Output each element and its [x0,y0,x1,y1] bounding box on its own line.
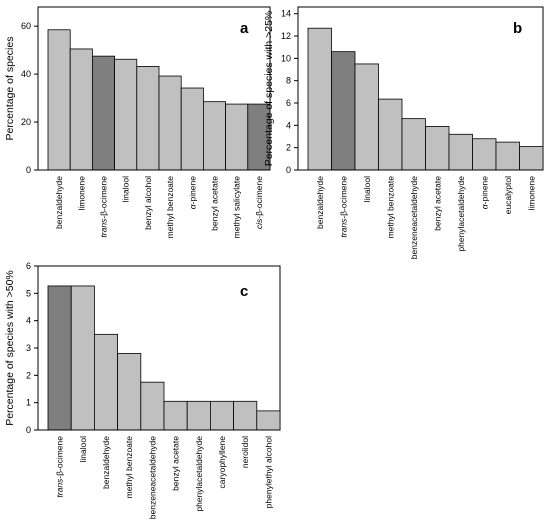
category-label: methyl benzoate [124,436,134,499]
y-tick-label: 2 [286,143,291,153]
bar-5 [401,118,426,171]
bar-6 [158,75,182,171]
category-label: nerolidol [240,436,250,468]
bar-2 [70,285,95,431]
y-tick-label: 14 [281,9,291,19]
y-axis-title: Percentage of species with >50% [4,270,16,426]
category-label: benzaldehyde [101,436,111,489]
category-label: benzaldehyde [315,176,325,229]
category-label: trans-β-ocimene [55,436,65,498]
bar-10 [519,146,544,171]
panel-label: b [513,20,522,37]
bar-1 [307,27,332,171]
bar-10 [256,410,281,431]
bar-4 [114,58,138,171]
y-tick-label: 5 [26,288,31,298]
category-label: trans-β-ocimene [338,176,348,238]
category-label: phenylacetaldehyde [456,176,466,252]
category-label: phenylacetaldehyde [194,436,204,512]
y-tick-label: 8 [286,76,291,86]
y-tick-label: 6 [286,98,291,108]
y-tick-label: 40 [21,69,31,79]
y-tick-label: 2 [26,370,31,380]
category-label: linalool [78,436,88,463]
y-tick-label: 3 [26,343,31,353]
category-label: limonene [76,176,86,211]
bar-1 [47,29,71,171]
category-label: eucalyptol [503,176,513,214]
chart-panel-c: trans-β-ocimene linalool benzaldehyde methy… [4,261,281,519]
y-tick-label: 0 [26,165,31,175]
panel-label: a [240,20,249,37]
y-tick-label: 4 [26,316,31,326]
category-label: benzeneacetaldehyde [409,176,419,259]
bar-8 [209,400,234,431]
y-tick-label: 4 [286,120,291,130]
bar-6 [425,126,450,171]
y-tick-label: 6 [26,261,31,271]
category-label: benzyl acetate [210,176,220,231]
y-tick-label: 12 [281,31,291,41]
bar-8 [472,138,497,171]
y-axis-title: Percentage of species with >25% [263,11,275,167]
y-tick-label: 60 [21,21,31,31]
bar-9 [233,400,258,431]
category-label: linalool [362,176,372,203]
category-label: trans-β-ocimene [99,176,109,238]
bar-9 [495,141,520,171]
chart-panel-b: benzaldehyde trans-β-ocimene linalool methy… [263,6,544,259]
bar-9 [225,103,249,171]
y-tick-label: 0 [286,165,291,175]
bar-1 [47,285,72,431]
y-tick-label: 1 [26,398,31,408]
category-label: benzeneacetaldehyde [147,436,157,519]
chart-panel-a: benzaldehyde limonene trans-β-ocimene linal… [4,6,271,239]
bar-7 [180,87,204,171]
y-axis-title: Percentage of species [4,37,16,141]
bar-8 [202,101,226,171]
bar-6 [163,400,188,431]
y-tick-label: 20 [21,117,31,127]
bar-5 [140,381,165,431]
category-label: benzyl alcohol [143,176,153,230]
category-label: linalool [121,176,131,203]
bar-3 [354,63,379,171]
bar-4 [117,353,142,431]
bar-3 [94,333,119,431]
category-label: benzaldehyde [54,176,64,229]
bar-2 [331,51,356,171]
bar-5 [136,66,160,171]
y-tick-label: 10 [281,53,291,63]
category-label: cis-β-ocimene [254,176,264,229]
category-label: benzyl acetate [171,436,181,491]
category-label: limonene [526,176,536,211]
bar-3 [92,55,116,171]
panel-label: c [240,283,248,300]
bar-2 [69,48,93,171]
category-label: α-pinene [187,176,197,209]
category-label: benzyl acetate [432,176,442,231]
bar-7 [448,133,473,171]
category-label: methyl benzoate [385,176,395,239]
y-tick-label: 0 [26,425,31,435]
category-label: methyl salicylate [232,176,242,239]
category-label: caryophyllene [217,436,227,489]
category-label: α-pinene [479,176,489,209]
bar-4 [378,98,403,171]
category-label: phenylethyl alcohol [263,436,273,508]
category-label: methyl benzoate [165,176,175,239]
bar-7 [186,400,211,431]
